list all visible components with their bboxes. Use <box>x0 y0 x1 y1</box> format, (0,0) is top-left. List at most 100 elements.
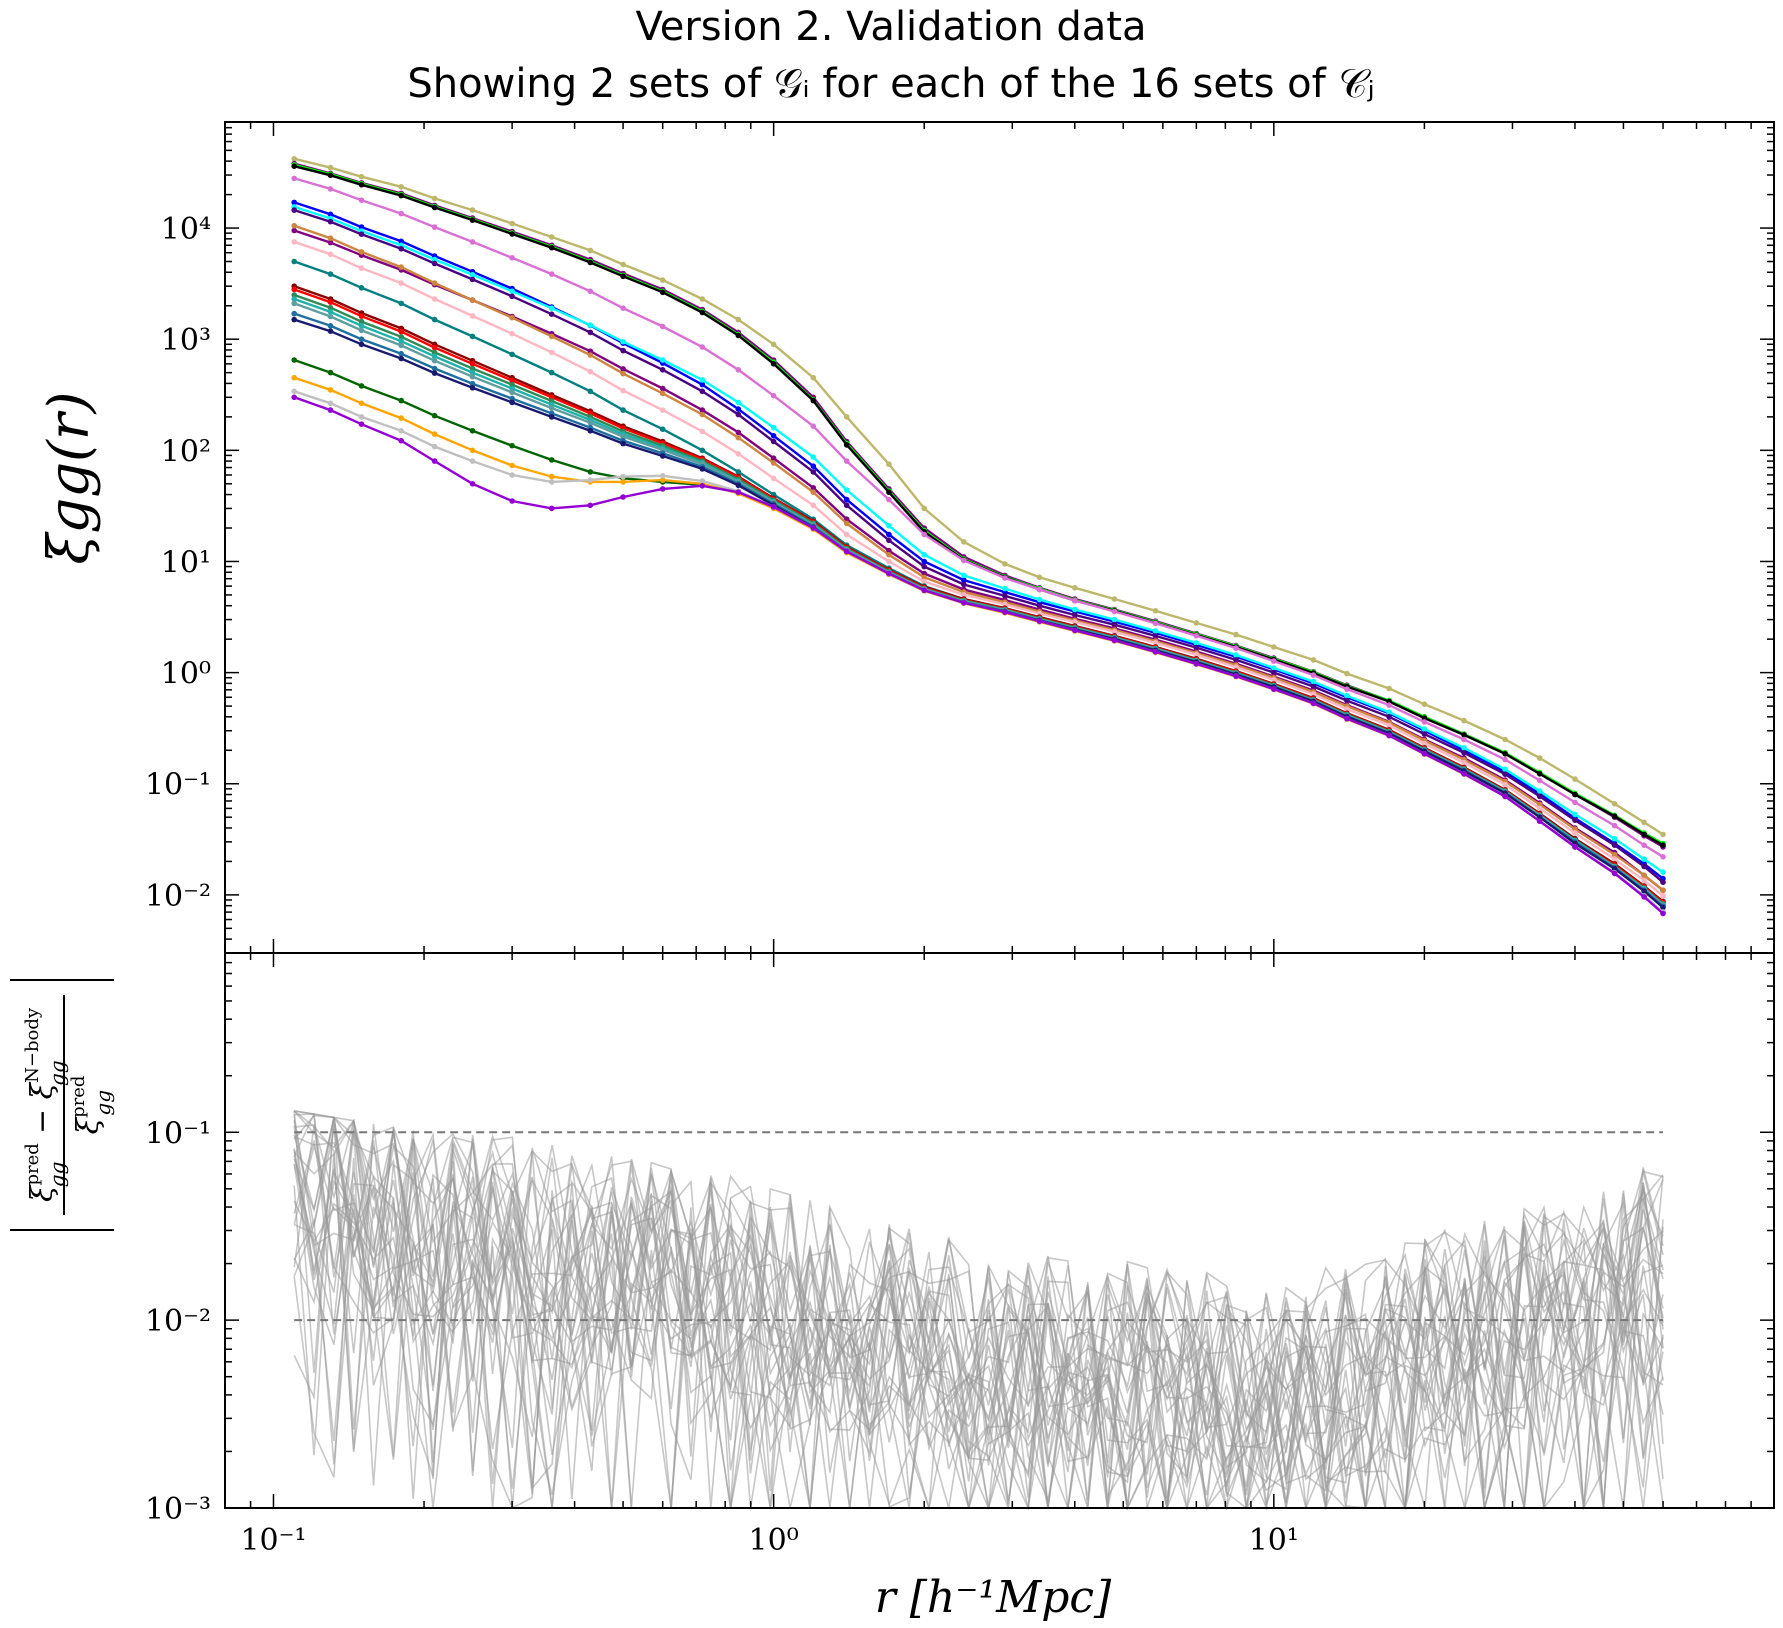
series-point-6-7 <box>548 305 555 312</box>
series-point-5-15 <box>843 496 850 503</box>
series-point-6-30 <box>1421 726 1428 732</box>
series-point-6-35 <box>1611 835 1618 842</box>
series-point-22-3 <box>398 437 405 444</box>
x-tick-label-2: 10¹ <box>1249 1523 1299 1558</box>
series-point-3-8 <box>587 259 594 266</box>
series-point-0-8 <box>587 247 594 254</box>
residual-line-6 <box>293 1148 1664 1511</box>
series-point-10-12 <box>735 451 742 457</box>
series-point-10-32 <box>1502 781 1508 788</box>
series-point-21-6 <box>509 472 515 478</box>
series-point-7-12 <box>735 411 742 418</box>
top-axes-frame <box>224 121 1775 954</box>
series-point-19-1 <box>327 369 334 376</box>
series-point-0-0 <box>291 156 298 162</box>
series-point-0-21 <box>1072 585 1078 591</box>
series-point-15-4 <box>431 353 438 360</box>
series-point-22-13 <box>770 504 777 510</box>
bottom-y-tick-label-0: 10⁻³ <box>145 1492 211 1527</box>
x-axis-label: r [h⁻¹Mpc] <box>875 1572 1112 1623</box>
series-point-9-10 <box>659 390 666 397</box>
series-point-7-8 <box>587 329 594 336</box>
series-point-18-3 <box>398 355 405 362</box>
series-line-11 <box>293 260 1664 903</box>
series-point-10-25 <box>1233 664 1239 670</box>
series-point-20-0 <box>291 374 298 381</box>
series-point-14-2 <box>358 318 365 325</box>
series-point-0-12 <box>735 316 742 323</box>
bottom-reference-lines <box>294 1131 1664 1322</box>
series-point-22-4 <box>431 458 438 464</box>
series-point-7-26 <box>1271 669 1277 676</box>
series-point-22-8 <box>587 502 594 509</box>
series-point-4-13 <box>770 392 777 399</box>
series-point-5-1 <box>327 211 334 218</box>
series-point-8-1 <box>327 239 334 246</box>
series-point-10-24 <box>1193 651 1200 658</box>
series-point-22-10 <box>659 486 666 492</box>
series-point-4-9 <box>620 305 626 312</box>
series-point-13-0 <box>291 286 298 293</box>
x-tick-label-1: 10⁰ <box>749 1523 799 1558</box>
series-point-11-12 <box>735 469 742 475</box>
series-point-3-9 <box>620 273 626 280</box>
series-line-18 <box>293 318 1664 909</box>
series-point-7-6 <box>509 293 515 300</box>
series-point-10-18 <box>961 592 967 598</box>
series-point-6-36 <box>1641 856 1647 862</box>
series-point-4-26 <box>1271 658 1277 664</box>
series-point-3-13 <box>770 361 777 367</box>
top-panel: 10⁻² 10⁻¹ 10⁰ 10¹ 10² 10³ 10⁴ <box>145 121 1775 954</box>
series-point-10-21 <box>1072 619 1078 625</box>
series-point-18-4 <box>431 370 438 376</box>
series-point-6-20 <box>1036 596 1043 603</box>
series-point-20-6 <box>509 462 515 469</box>
series-point-6-32 <box>1502 766 1508 773</box>
series-point-14-4 <box>431 349 438 356</box>
series-point-13-4 <box>431 344 438 351</box>
series-line-21 <box>293 390 1664 914</box>
series-point-0-1 <box>327 164 334 171</box>
series-point-4-36 <box>1641 842 1647 848</box>
series-point-6-29 <box>1386 709 1392 715</box>
series-point-22-31 <box>1461 771 1467 777</box>
series-point-22-26 <box>1271 686 1277 692</box>
series-point-3-4 <box>431 204 438 211</box>
bottom-axes-frame <box>224 952 1775 1509</box>
top-y-tick-label-2: 10⁰ <box>161 657 211 692</box>
bottom-y-axis-label: ξpred gg − ξN−body gg ξpred gg <box>10 979 115 1231</box>
series-point-0-18 <box>961 539 967 545</box>
series-point-7-11 <box>699 388 706 395</box>
series-point-6-16 <box>886 522 892 529</box>
series-point-22-6 <box>509 498 515 504</box>
series-point-10-8 <box>587 368 594 375</box>
series-point-21-2 <box>358 414 365 420</box>
series-point-0-11 <box>699 296 706 302</box>
residual-line-21 <box>293 1136 1664 1512</box>
series-point-11-6 <box>509 351 515 358</box>
series-point-0-27 <box>1310 657 1317 663</box>
series-line-17 <box>293 312 1664 908</box>
series-point-20-3 <box>398 415 405 421</box>
residual-line-27 <box>294 1113 1664 1509</box>
series-point-8-9 <box>620 366 626 372</box>
series-point-4-37 <box>1660 854 1666 860</box>
series-point-19-7 <box>548 457 555 463</box>
series-point-18-6 <box>509 399 515 406</box>
residual-line-28 <box>293 1110 1664 1510</box>
series-point-11-8 <box>587 388 594 395</box>
series-point-8-12 <box>735 429 742 436</box>
series-point-10-6 <box>509 330 515 337</box>
series-point-6-12 <box>735 399 742 406</box>
series-point-6-31 <box>1461 745 1467 751</box>
series-point-7-30 <box>1421 731 1428 737</box>
series-point-9-13 <box>770 460 777 466</box>
series-point-18-2 <box>358 341 365 348</box>
series-point-5-2 <box>358 224 365 230</box>
series-point-6-25 <box>1233 652 1239 658</box>
series-point-3-0 <box>291 163 298 169</box>
series-point-22-29 <box>1386 732 1392 739</box>
series-point-8-16 <box>886 547 892 554</box>
series-point-21-7 <box>548 479 555 485</box>
